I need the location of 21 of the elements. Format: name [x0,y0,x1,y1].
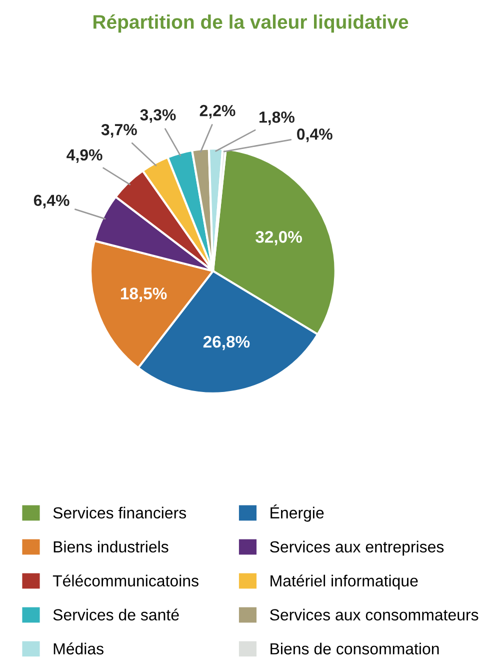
data-label: 3,7% [101,124,137,138]
legend-label: Services aux consommateurs [270,608,478,620]
data-label: 1,8% [260,112,294,126]
legend-label: Télécommunicatoins [52,574,198,587]
data-label: 26,8% [203,336,250,350]
legend-label: Médias [54,642,104,654]
legend-label: Services de santé [53,608,179,620]
legend-label: Services financiers [53,506,186,519]
legend-label: Biens de consommation [270,642,439,654]
data-label: 18,5% [120,288,167,302]
data-label: 0,4% [297,128,332,142]
data-label: 6,4% [34,194,70,208]
data-label: 32,0% [256,231,302,246]
data-label: 4,9% [66,149,102,163]
legend-label: Matériel informatique [270,574,418,590]
legend-label: Énergie [270,504,324,522]
legend-label: Biens industriels [54,540,168,553]
legend-label: Services aux entreprises [270,540,444,556]
data-label: 2,2% [200,104,236,119]
chart-title: Répartition de la valeur liquidative [94,14,408,33]
data-label: 3,3% [140,109,176,123]
